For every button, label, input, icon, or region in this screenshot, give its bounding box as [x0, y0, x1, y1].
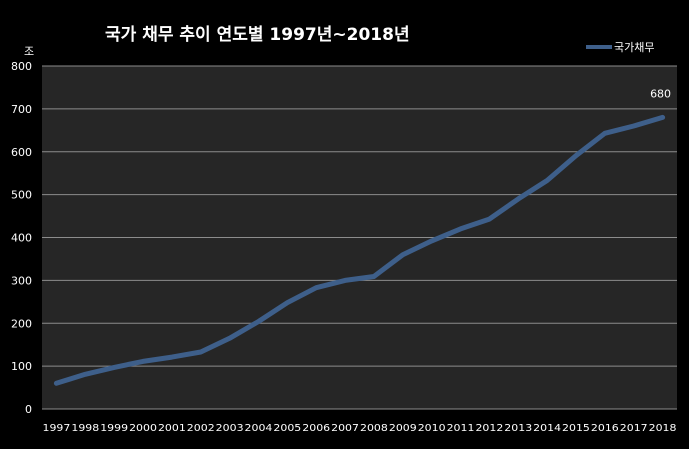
x-tick-label: 2013 — [504, 423, 532, 434]
data-point — [459, 227, 463, 231]
y-tick-label: 400 — [11, 232, 32, 245]
series-layer — [53, 114, 666, 386]
series-line — [53, 114, 666, 386]
data-point — [228, 336, 232, 340]
data-point — [285, 301, 289, 305]
data-point — [487, 217, 491, 221]
y-tick-label: 600 — [11, 146, 32, 159]
x-tick-label: 2002 — [187, 423, 215, 434]
y-tick-label: 500 — [11, 189, 32, 202]
data-point — [256, 320, 260, 324]
data-point — [199, 350, 203, 354]
x-tick-label: 1999 — [100, 423, 128, 434]
x-tick-label: 2004 — [245, 423, 273, 434]
x-tick-label: 2017 — [620, 423, 648, 434]
x-tick-label: 2007 — [331, 423, 359, 434]
data-point — [170, 355, 174, 359]
x-tick-label: 2000 — [129, 423, 157, 434]
x-tick-label: 2003 — [216, 423, 244, 434]
data-point — [343, 278, 347, 282]
data-point — [112, 365, 116, 369]
gridlines — [42, 65, 677, 410]
x-tick-label: 2010 — [418, 423, 446, 434]
x-tick-label: 2001 — [158, 423, 186, 434]
x-tick-label: 2018 — [649, 423, 677, 434]
data-point — [603, 131, 607, 135]
data-label-layer: 680 — [650, 87, 671, 100]
y-axis-ticks: 0 100 200 300 400 500 600 700 800 — [11, 60, 32, 416]
data-point — [314, 286, 318, 290]
chart-title: 국가 채무 추이 연도별 1997년~2018년 — [105, 25, 410, 45]
y-tick-label: 700 — [11, 103, 32, 116]
data-point — [54, 381, 58, 385]
y-tick-label: 0 — [25, 403, 32, 416]
x-tick-label: 2012 — [475, 423, 503, 434]
x-tick-label: 2014 — [533, 423, 561, 434]
x-tick-label: 1997 — [43, 423, 71, 434]
y-tick-label: 200 — [11, 317, 32, 330]
data-point — [574, 154, 578, 158]
data-point — [372, 275, 376, 279]
x-tick-label: 2016 — [591, 423, 619, 434]
y-tick-label: 300 — [11, 274, 32, 287]
data-point — [430, 239, 434, 243]
data-point — [632, 124, 636, 128]
x-axis-ticks: 1997 1998 1999 2000 2001 2002 2003 2004 2005 2006… — [43, 423, 677, 434]
x-tick-label: 2008 — [360, 423, 388, 434]
x-tick-label: 2006 — [302, 423, 330, 434]
x-tick-label: 2011 — [447, 423, 475, 434]
data-point — [141, 359, 145, 363]
data-point — [545, 178, 549, 182]
x-tick-label: 1998 — [71, 423, 99, 434]
x-tick-label: 2005 — [273, 423, 301, 434]
data-point — [401, 253, 405, 257]
x-tick-label: 2015 — [562, 423, 590, 434]
data-point — [83, 372, 87, 376]
data-label: 680 — [650, 87, 671, 100]
legend: 국가채무 — [586, 41, 654, 54]
data-point — [661, 115, 665, 119]
data-point — [516, 197, 520, 201]
legend-label: 국가채무 — [614, 41, 654, 54]
x-tick-label: 2009 — [389, 423, 417, 434]
y-tick-label: 800 — [11, 60, 32, 73]
y-tick-label: 100 — [11, 360, 32, 373]
y-axis-unit-label: 조 — [24, 45, 34, 58]
